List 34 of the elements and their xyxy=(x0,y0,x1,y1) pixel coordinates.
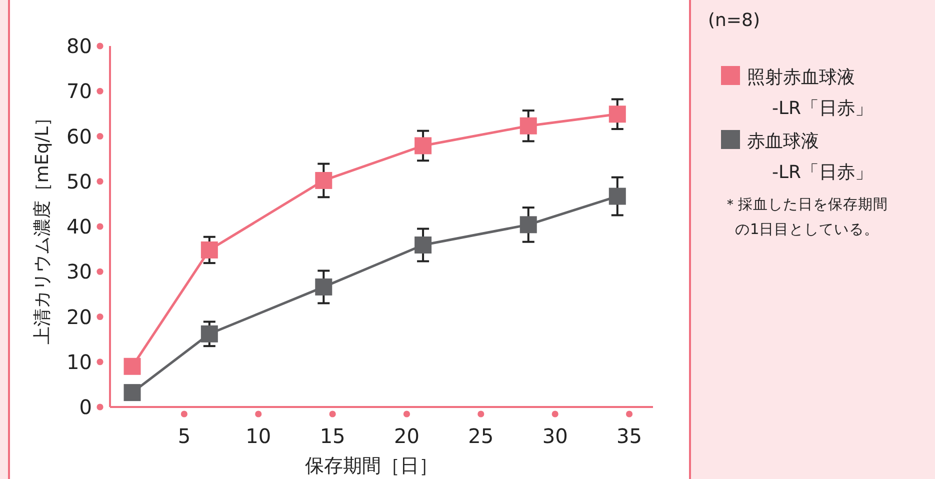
x-tick-label: 15 xyxy=(320,424,346,448)
point xyxy=(315,172,332,189)
text: (n=8) xyxy=(708,10,760,31)
point xyxy=(520,117,537,134)
y-tick-label: 10 xyxy=(66,350,92,374)
point xyxy=(520,216,537,234)
x-axis-title: 保存期間［日］ xyxy=(305,455,438,477)
x-tick-label: 10 xyxy=(246,424,272,448)
y-tick-label: 50 xyxy=(66,169,92,194)
point xyxy=(200,325,218,342)
y-tick-label: 60 xyxy=(66,124,92,148)
point xyxy=(124,384,141,402)
y-tick-label: 30 xyxy=(66,260,92,284)
point xyxy=(414,236,432,254)
y-tick-label: 70 xyxy=(66,79,92,104)
y-tick-label: 80 xyxy=(66,34,92,58)
legend-label: 赤血球液-LR「日赤」 xyxy=(747,131,874,183)
y-tick-label: 0 xyxy=(79,395,92,419)
y-tick-label: 40 xyxy=(66,214,92,238)
point xyxy=(608,188,626,205)
x-tick-label: 25 xyxy=(468,424,494,448)
y-axis-title: 上清カリウム濃度［mEq/L］ xyxy=(32,108,53,345)
legend-label: 照射赤血球液-LR「日赤」 xyxy=(747,67,874,119)
point xyxy=(414,137,432,154)
x-tick-label: 30 xyxy=(542,424,568,448)
point xyxy=(200,241,218,258)
y-tick-label: 20 xyxy=(66,304,92,329)
point xyxy=(608,106,626,123)
text: ＊採血した日を保存期間の1日目としている。 xyxy=(723,196,888,238)
x-tick-label: 5 xyxy=(178,424,191,448)
x-tick-label: 20 xyxy=(394,424,420,448)
point xyxy=(124,358,141,375)
x-tick-label: 35 xyxy=(616,424,642,448)
point xyxy=(315,278,332,296)
